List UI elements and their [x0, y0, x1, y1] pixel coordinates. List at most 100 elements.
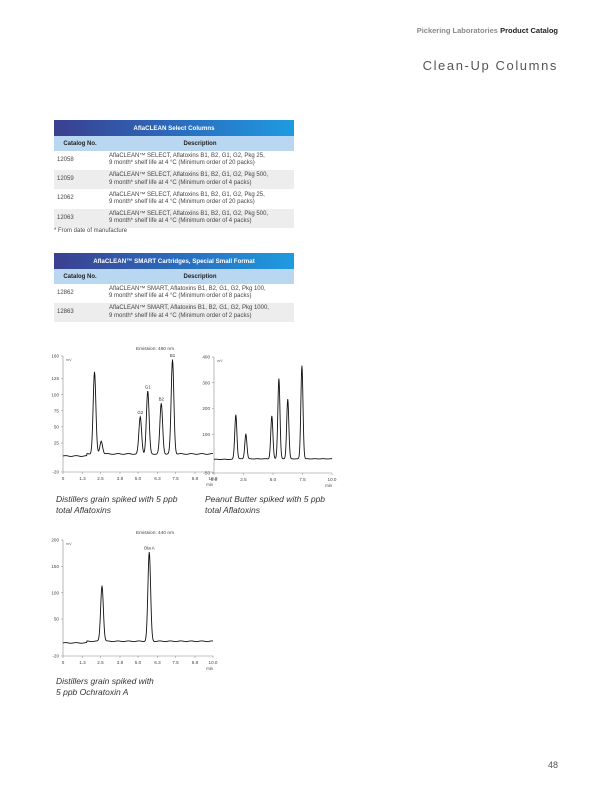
y-tick-label: -50	[203, 471, 210, 476]
brand-name: Pickering Laboratories	[416, 26, 498, 35]
x-tick-label: 0.0	[211, 477, 218, 482]
page-number: 48	[547, 760, 558, 770]
x-tick-label: 7.5	[299, 477, 306, 482]
y-tick-label: 125	[51, 376, 59, 381]
chart-title: Emission: 460 nm	[136, 346, 174, 352]
y-axis-label: mV	[66, 542, 72, 546]
peak-point	[271, 415, 273, 417]
x-axis-label: min	[206, 482, 213, 487]
x-tick-label: 7.5	[172, 476, 179, 481]
chromatogram-trace	[62, 359, 214, 457]
y-tick-label: 200	[51, 538, 59, 543]
y-tick-label: 200	[202, 406, 210, 411]
peak-point	[235, 414, 237, 416]
table-row: 12862 AflaCLEAN™ SMART, Aflatoxins B1, B…	[54, 284, 294, 304]
peak-point	[139, 416, 141, 418]
caption-line: total Aflatoxins	[205, 504, 260, 515]
desc-line: AflaCLEAN™ SMART, Aflatoxins B1, B2, G1,…	[109, 286, 266, 292]
table-banner: AflaCLEAN Select Columns	[54, 120, 294, 136]
smart-cartridges-table: AflaCLEAN™ SMART Cartridges, Special Sma…	[54, 253, 294, 323]
caption-line: total Aflatoxins	[56, 504, 111, 515]
y-tick-label: 100	[202, 432, 210, 437]
page-title: Clean-Up Columns	[422, 58, 558, 73]
y-tick-label: 300	[202, 380, 210, 385]
col-catalog: Catalog No.	[54, 269, 106, 284]
y-tick-label: 160	[51, 354, 59, 359]
peak-label: Ota A	[144, 546, 155, 551]
x-tick-label: 6.3	[154, 476, 161, 481]
select-columns-table: AflaCLEAN Select Columns Catalog No. Desc…	[54, 120, 294, 229]
y-tick-label: 25	[54, 441, 60, 446]
x-axis-label: min	[325, 483, 332, 488]
catalog-number: 12059	[54, 169, 106, 190]
y-tick-label: -20	[52, 470, 59, 475]
peak-label: G2	[137, 410, 143, 415]
col-description: Description	[106, 269, 294, 284]
x-tick-label: 5.0	[270, 477, 277, 482]
peak-point	[147, 390, 149, 392]
chromatogram-trace	[213, 366, 333, 460]
y-tick-label: 50	[54, 617, 60, 622]
x-tick-label: 2.5	[97, 660, 104, 665]
caption-line: Distillers grain spiked with	[56, 676, 154, 686]
x-tick-label: 0	[62, 660, 65, 665]
catalog-number: 12058	[54, 151, 106, 171]
desc-line: AflaCLEAN™ SELECT, Aflatoxins B1, B2, G1…	[109, 153, 265, 159]
chromatogram-aflatoxins-peanut: 400 300 200 100 -500.0 2.5 5.0 7.5 10.0 mV min	[202, 355, 337, 488]
desc-line: 9 month* shelf life at 4 °C (Minimum ord…	[109, 312, 252, 319]
desc-line: AflaCLEAN™ SELECT, Aflatoxins B1, B2, G1…	[109, 172, 269, 179]
x-tick-label: 10.0	[209, 476, 218, 481]
caption-line: Peanut Butter spiked with 5 ppb	[205, 494, 326, 504]
chromatogram-ochratoxin: 200 150 100 50 -200 1.3 2.5 3.8 5.0 6.3 7.5 8.8 10.0…	[51, 530, 218, 671]
table-row: 12059 AflaCLEAN™ SELECT, Aflatoxins B1, …	[54, 169, 294, 190]
col-catalog: Catalog No.	[54, 136, 106, 151]
x-tick-label: 3.8	[117, 660, 124, 665]
table-row: 12058 AflaCLEAN™ SELECT, Aflatoxins B1, …	[54, 151, 294, 171]
x-axis-label: min	[206, 666, 213, 671]
description: AflaCLEAN™ SELECT, Aflatoxins B1, B2, G1…	[106, 189, 294, 210]
table-banner: AflaCLEAN™ SMART Cartridges, Special Sma…	[54, 253, 294, 269]
peak-point	[172, 359, 173, 361]
table-row: 12863 AflaCLEAN™ SMART, Aflatoxins B1, B…	[54, 302, 294, 323]
peak-label: B1	[170, 353, 176, 358]
catalog-number: 12063	[54, 208, 106, 229]
catalog-number: 12863	[54, 302, 106, 323]
catalog-number: 12062	[54, 189, 106, 210]
footnote: * From date of manufacture	[54, 228, 128, 234]
x-tick-label: 0	[62, 476, 65, 481]
x-tick-label: 8.8	[192, 476, 199, 481]
description: AflaCLEAN™ SELECT, Aflatoxins B1, B2, G1…	[106, 169, 294, 190]
x-tick-label: 5.0	[135, 476, 142, 481]
caption-chart-1: Distillers grain spiked with 5 ppb total …	[56, 494, 177, 515]
x-tick-label: 5.0	[135, 660, 142, 665]
x-tick-label: 8.8	[192, 660, 199, 665]
desc-line: AflaCLEAN™ SMART, Aflatoxins B1, B2, G1,…	[109, 305, 269, 312]
table-row: 12063 AflaCLEAN™ SELECT, Aflatoxins B1, …	[54, 208, 294, 229]
desc-line: 9 month* shelf life at 4 °C (Minimum ord…	[109, 293, 252, 300]
x-tick-label: 2.5	[240, 477, 247, 482]
table-row: 12062 AflaCLEAN™ SELECT, Aflatoxins B1, …	[54, 189, 294, 210]
x-tick-label: 7.5	[172, 660, 179, 665]
caption-chart-2: Peanut Butter spiked with 5 ppb total Afl…	[205, 494, 325, 515]
peak-point	[245, 433, 247, 435]
y-tick-label: 100	[51, 392, 59, 397]
y-axis-label: mV	[66, 358, 72, 362]
page-header: Pickering Laboratories Product Catalog	[417, 26, 558, 35]
peak-label: B2	[159, 397, 165, 402]
peak-point	[100, 440, 102, 442]
col-description: Description	[106, 136, 294, 151]
description: AflaCLEAN™ SELECT, Aflatoxins B1, B2, G1…	[106, 208, 294, 229]
catalog-number: 12862	[54, 284, 106, 304]
peak-point	[301, 365, 303, 367]
description: AflaCLEAN™ SMART, Aflatoxins B1, B2, G1,…	[106, 302, 294, 323]
desc-line: 9 month* shelf life at 4 °C (Minimum ord…	[109, 160, 255, 167]
caption-line: 5 ppb Ochratoxin A	[56, 686, 129, 697]
x-tick-label: 1.3	[79, 476, 86, 481]
catalog-name: Product Catalog	[500, 26, 558, 35]
x-tick-label: 3.8	[117, 476, 124, 481]
chart-title: Emission: 440 nm	[136, 530, 174, 536]
y-tick-label: -20	[52, 654, 59, 659]
y-tick-label: 75	[54, 408, 60, 413]
caption-chart-3: Distillers grain spiked with 5 ppb Ochrat…	[56, 676, 154, 697]
peak-label: G1	[145, 384, 151, 389]
